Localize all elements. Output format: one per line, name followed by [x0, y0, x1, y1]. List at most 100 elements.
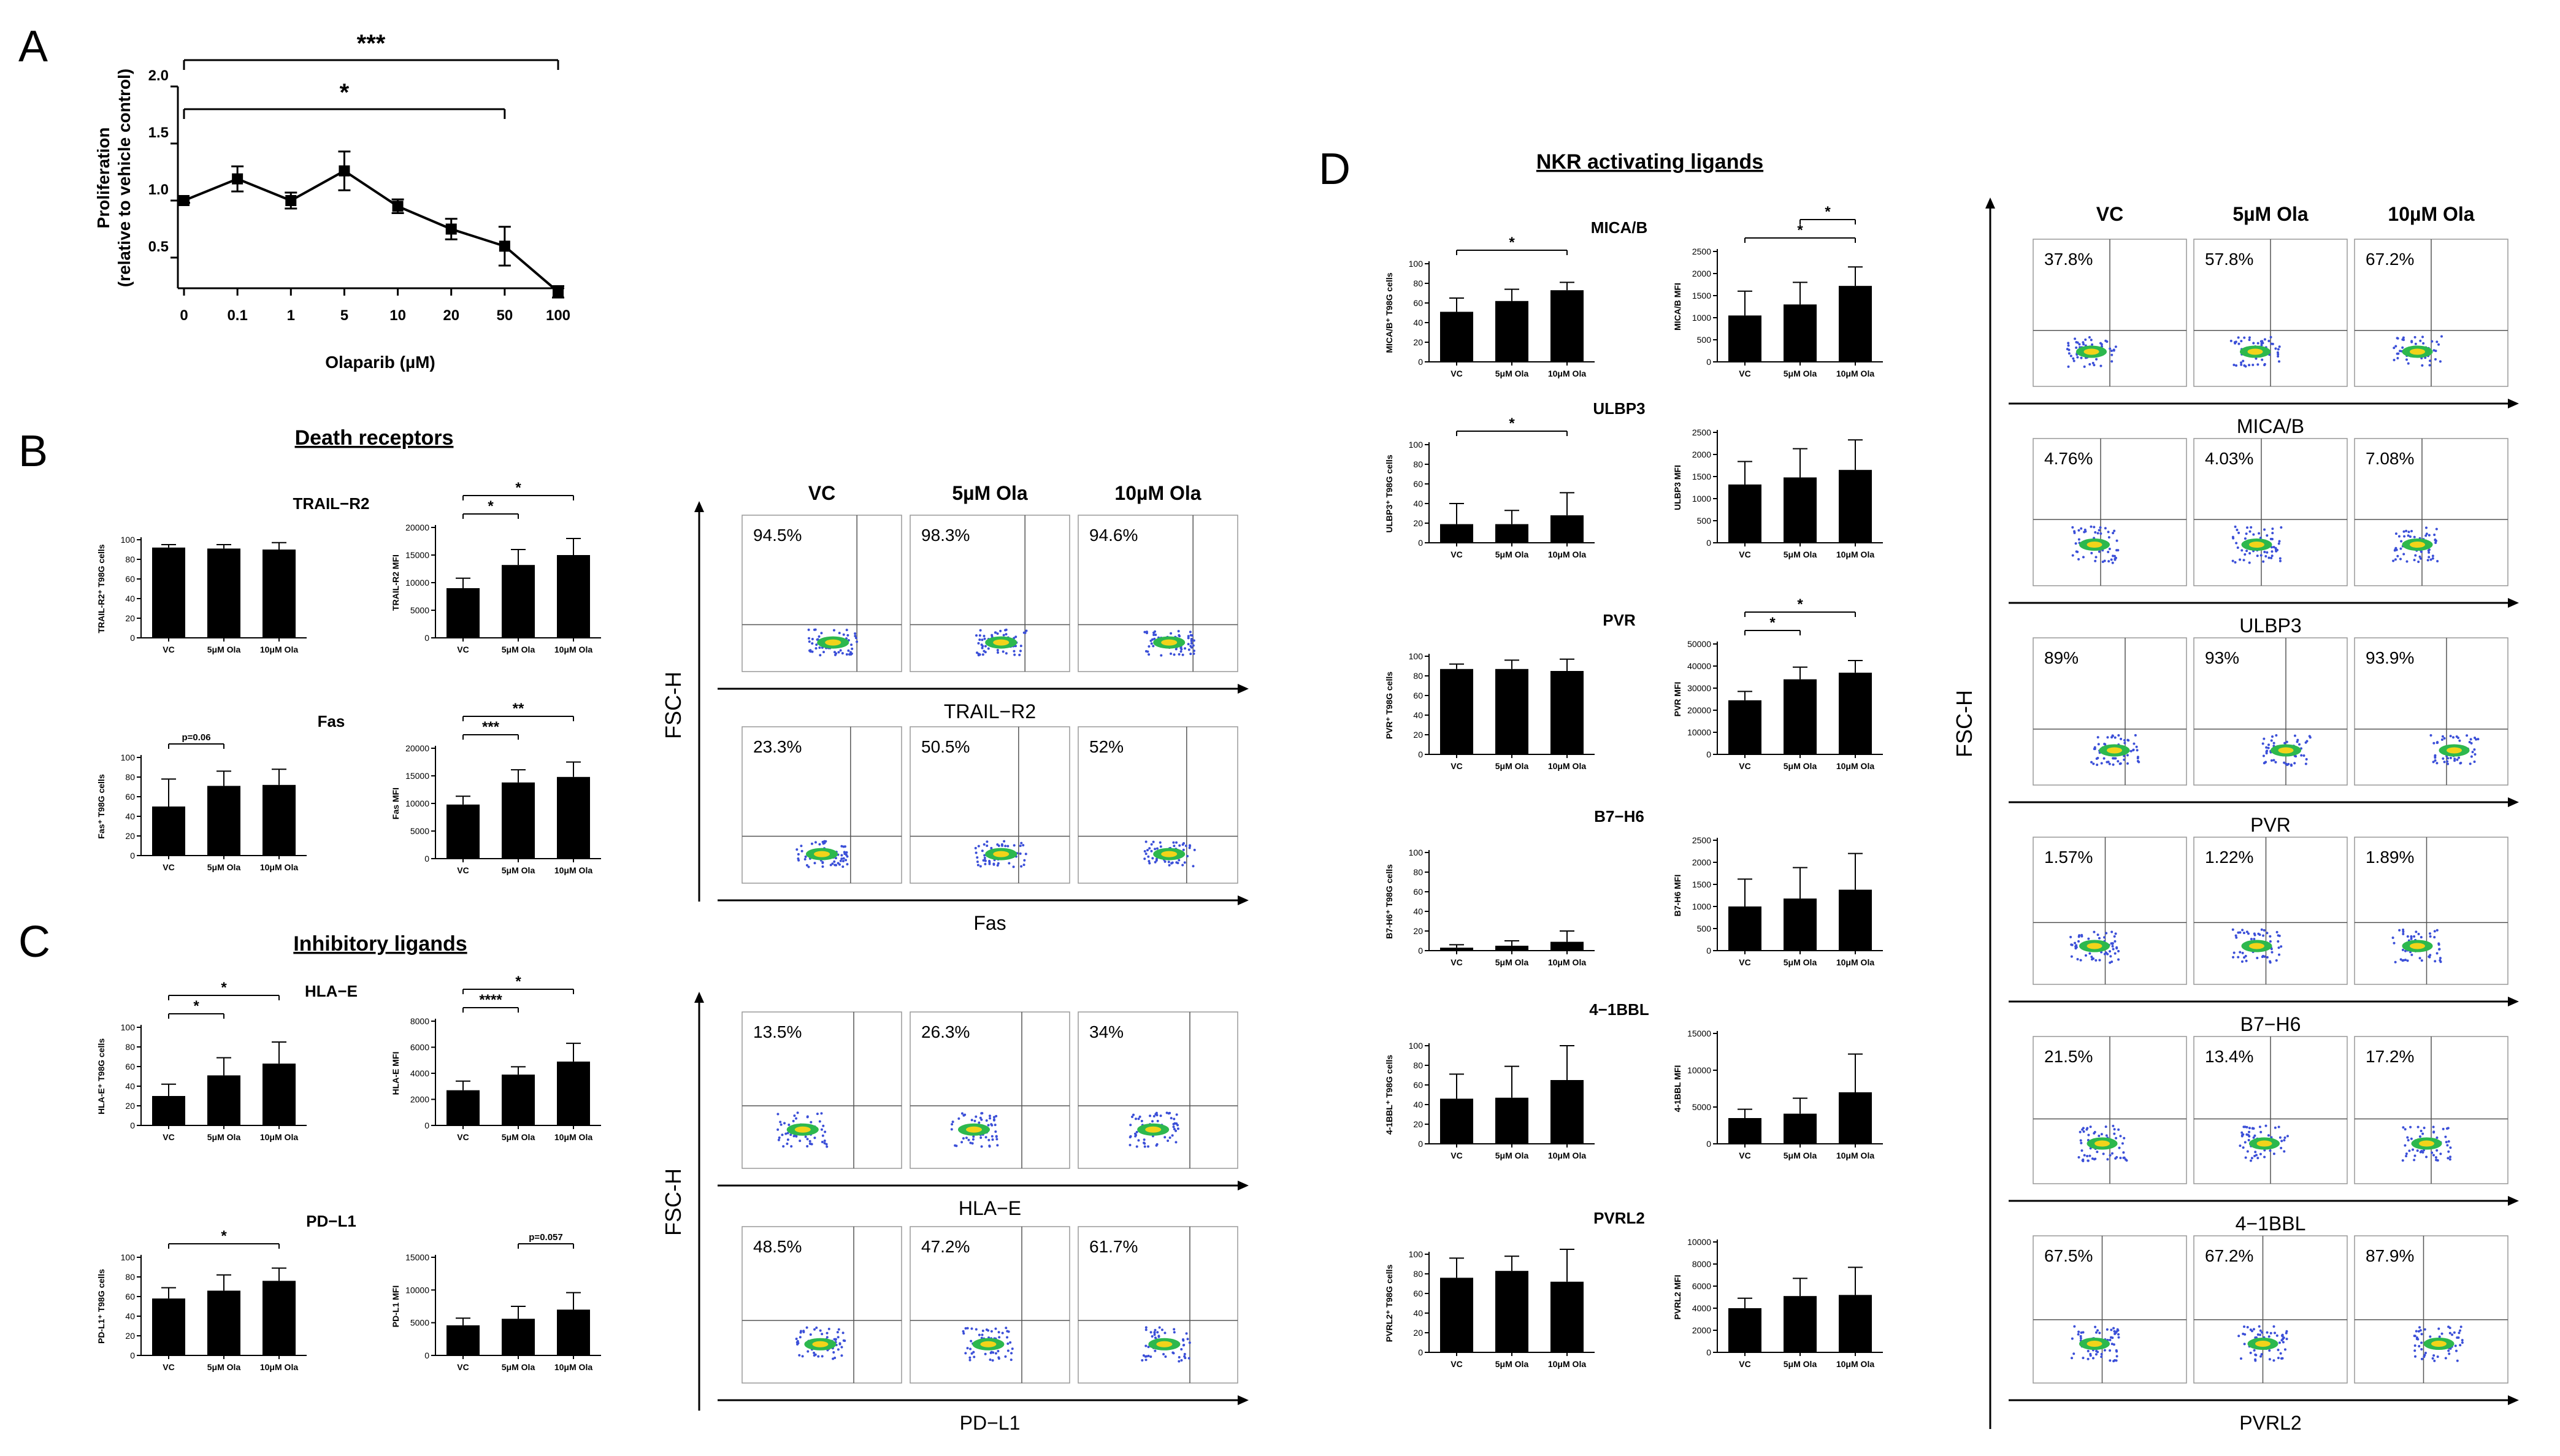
cell-dot	[978, 634, 981, 637]
cell-dot	[2459, 1325, 2462, 1328]
cell-dot	[846, 634, 849, 637]
cell-dot	[2434, 1156, 2437, 1159]
y-axis-label: PD-L1 MFI	[391, 1285, 400, 1327]
cell-dot	[1183, 1355, 1186, 1358]
cell-dot	[2256, 342, 2259, 345]
cell-dot	[840, 857, 843, 860]
cell-dot	[2437, 942, 2440, 945]
bar	[446, 804, 480, 859]
cell-dot	[996, 632, 999, 635]
cell-dot	[1150, 849, 1153, 853]
cell-dot	[2410, 529, 2413, 532]
cell-dot	[2278, 559, 2282, 562]
panel-a-xtick-label: 10	[389, 307, 406, 324]
cell-dot	[1189, 653, 1192, 656]
cell-dot	[954, 1144, 957, 1147]
cell-dot	[2456, 1336, 2459, 1339]
bar	[1728, 700, 1761, 754]
cell-dot	[2448, 1331, 2451, 1335]
cell-dot	[2409, 535, 2412, 538]
chart-title: Fas	[318, 712, 345, 730]
cell-dot	[2397, 535, 2401, 538]
sig-label: ***	[482, 719, 500, 735]
bar	[207, 548, 240, 638]
cell-dot	[2439, 1152, 2442, 1155]
cell-dot	[994, 1124, 997, 1127]
cell-dot	[835, 652, 838, 655]
cell-dot	[2078, 343, 2081, 346]
flow-xaxis-label: PD−L1	[960, 1412, 1021, 1434]
cell-dot	[968, 1356, 971, 1359]
flow-row-flow-pd-l1: 48.5% 47.2% 61.7%PD−L1	[718, 1226, 1249, 1434]
bar	[1495, 1271, 1528, 1352]
ytick-label: 80	[1413, 459, 1423, 469]
sig-label: *	[515, 973, 521, 990]
xtick-label: 5μM Ola	[502, 1362, 535, 1372]
cell-dot	[2410, 340, 2413, 343]
y-axis-label: MICA/B⁺ T98G cells	[1384, 272, 1394, 353]
sig-label: *	[1769, 615, 1776, 631]
gate-percentage: 21.5%	[2044, 1047, 2093, 1066]
ytick-label: 80	[125, 554, 135, 564]
cell-dot	[2253, 938, 2256, 941]
cell-dot	[1006, 1336, 1009, 1339]
cell-dot	[2236, 546, 2239, 549]
cell-dot	[972, 1135, 975, 1138]
flow-plot-frame	[2033, 637, 2187, 786]
cell-dot	[1156, 1119, 1159, 1122]
y-axis-label: 4-1BBL MFI	[1673, 1065, 1682, 1113]
cell-dot	[976, 651, 979, 654]
cell-dot	[2096, 763, 2099, 766]
xtick-label: 5μM Ola	[1784, 369, 1817, 378]
flow-plot-frame	[2354, 837, 2508, 985]
ytick-label: 10000	[1687, 1237, 1711, 1247]
cell-dot	[2300, 754, 2303, 757]
cell-dot	[2093, 930, 2096, 933]
cell-dot	[2244, 365, 2247, 368]
cell-dot	[976, 856, 979, 859]
cell-dot	[2117, 958, 2120, 961]
cell-dot	[2113, 757, 2116, 760]
panel-letter-D: D	[1319, 145, 1351, 194]
cell-dot	[2094, 1353, 2098, 1356]
cell-dot	[984, 1136, 987, 1139]
bar	[207, 1290, 240, 1355]
cell-dot	[841, 865, 845, 868]
cell-dot	[1186, 854, 1189, 857]
cell-dot	[2271, 342, 2274, 345]
cell-dot	[2106, 761, 2109, 764]
cell-dot	[2271, 735, 2274, 738]
cell-dot	[2076, 958, 2079, 961]
cell-dot	[2425, 532, 2428, 535]
cell-dot	[2274, 1331, 2277, 1335]
y-axis-label: FSC-H	[661, 672, 686, 739]
ytick-label: 80	[1413, 867, 1423, 877]
xtick-label: 10μM Ola	[1836, 1359, 1874, 1369]
cell-dot	[1168, 864, 1171, 867]
gate-percentage: 98.3%	[921, 526, 970, 545]
gate-percentage: 13.5%	[753, 1022, 802, 1041]
ytick-label: 0	[424, 1351, 429, 1360]
cell-dot	[2405, 560, 2409, 563]
cell-dot	[2229, 339, 2232, 342]
cell-dot	[819, 1329, 822, 1332]
cell-dot	[2440, 738, 2443, 741]
cell-dot	[2135, 745, 2138, 748]
cell-dot	[2266, 932, 2269, 935]
ytick-label: 20	[125, 1331, 135, 1341]
cell-dot	[1167, 1140, 1170, 1143]
cell-dot	[840, 1346, 843, 1349]
cell-dot	[1142, 1354, 1145, 1357]
cell-dot	[780, 1123, 783, 1126]
y-axis-label: HLA-E MFI	[391, 1052, 400, 1095]
panel-a-line-chart: 0 0.1 1 5 10 20 50 100****	[171, 30, 570, 324]
cell-dot	[2114, 932, 2117, 935]
ytick-label: 80	[1413, 1060, 1423, 1070]
y-axis-label: HLA-E⁺ T98G cells	[96, 1038, 106, 1114]
cell-dot	[2477, 738, 2480, 741]
cell-dot	[2237, 1335, 2240, 1338]
arrowhead-icon	[1238, 1181, 1249, 1190]
cell-dot	[991, 1135, 994, 1138]
cell-dot	[2459, 1344, 2462, 1347]
